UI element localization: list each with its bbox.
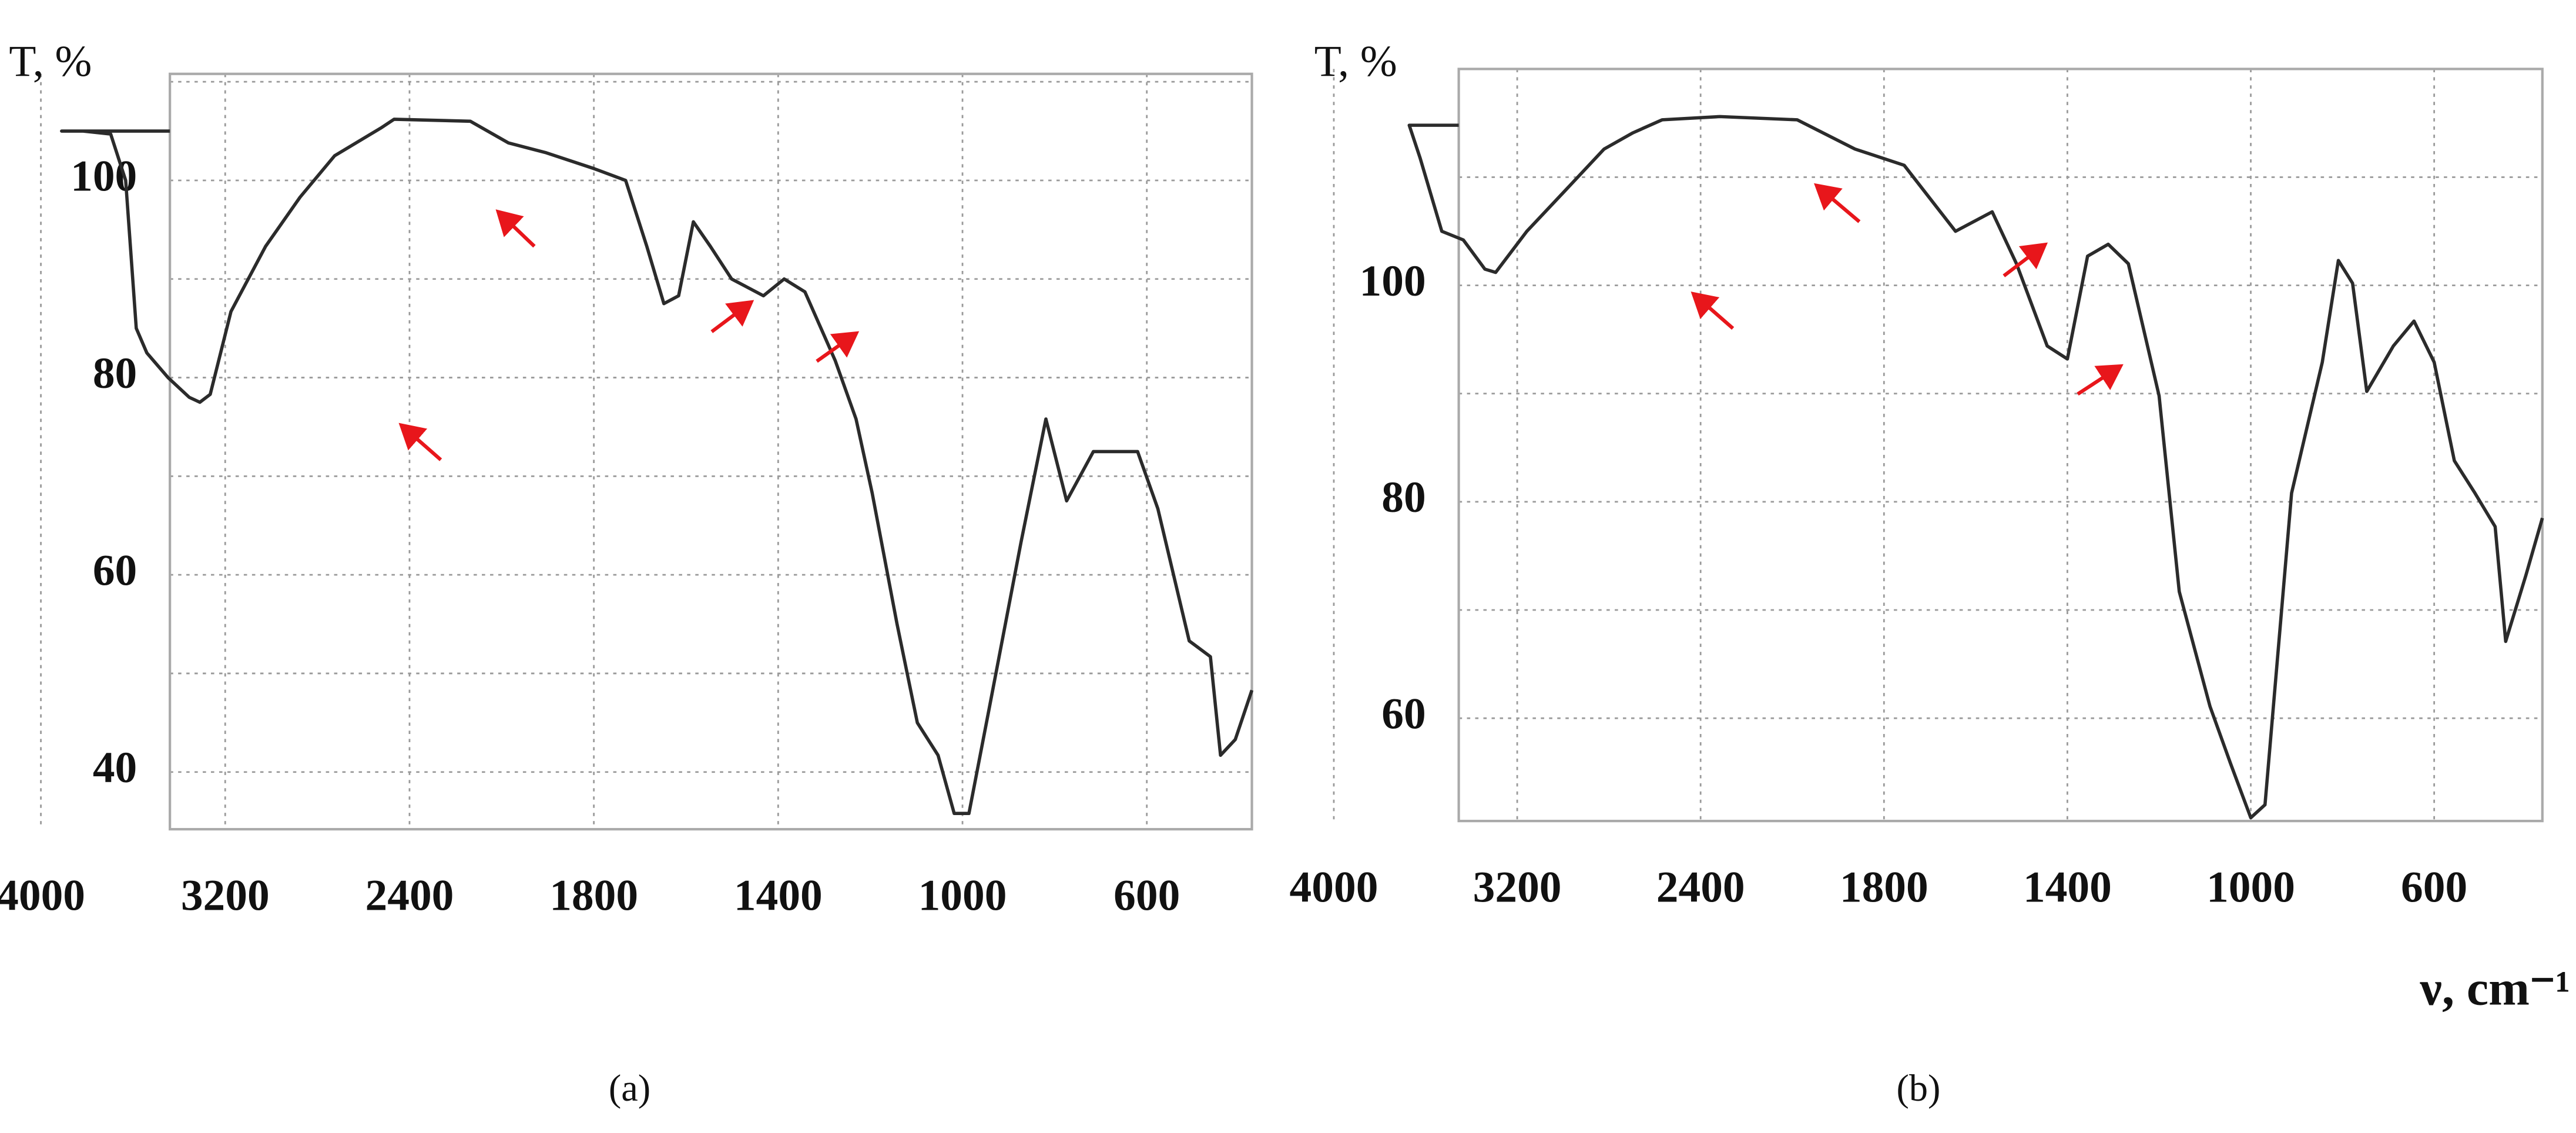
y-tick-label: 80 [1381, 473, 1425, 522]
arrow [710, 300, 754, 333]
x-axis-label: ν, cm⁻¹ [2420, 961, 2571, 1016]
arrow [1814, 183, 1861, 223]
arrow [495, 209, 536, 248]
plot-frame [169, 72, 1253, 831]
arrow [2003, 242, 2048, 277]
x-tick-label: 1000 [918, 871, 1007, 920]
arrow [816, 331, 860, 363]
plot-frame [1457, 68, 2544, 823]
plot-area [1458, 69, 2543, 822]
x-tick-label: 1800 [1840, 863, 1928, 912]
x-tick-label: 3200 [181, 871, 270, 920]
x-tick-label: 1400 [2023, 863, 2112, 912]
x-tick-label: 600 [1113, 871, 1180, 920]
caption: (b) [1897, 1067, 1941, 1109]
x-tick-label: 1800 [549, 871, 638, 920]
x-tick-label: 3200 [1473, 863, 1562, 912]
y-tick-label: 80 [93, 349, 137, 398]
spectrum-line [60, 118, 1254, 816]
y-axis-label: T, % [1314, 37, 1397, 86]
x-tick-label: 1400 [734, 871, 823, 920]
x-tick-label: 4000 [0, 871, 85, 920]
annotation-arrows [398, 183, 2124, 461]
x-tick-label: 1000 [2206, 863, 2295, 912]
x-tick-label: 600 [2401, 863, 2467, 912]
plot-area [170, 73, 1252, 830]
x-tick-label: 2400 [365, 871, 454, 920]
spectrum-line [1407, 115, 2544, 820]
arrow [398, 423, 442, 461]
caption: (a) [609, 1067, 650, 1109]
y-axis-label: T, % [9, 37, 92, 86]
x-tick-label: 2400 [1656, 863, 1745, 912]
y-tick-label: 60 [1381, 689, 1425, 738]
arrow [1690, 291, 1735, 330]
arrow [2077, 364, 2124, 396]
y-tick-label: 40 [93, 743, 137, 792]
x-tick-label: 4000 [1290, 863, 1378, 912]
y-tick-label: 100 [1360, 257, 1426, 306]
y-tick-label: 60 [93, 546, 137, 595]
